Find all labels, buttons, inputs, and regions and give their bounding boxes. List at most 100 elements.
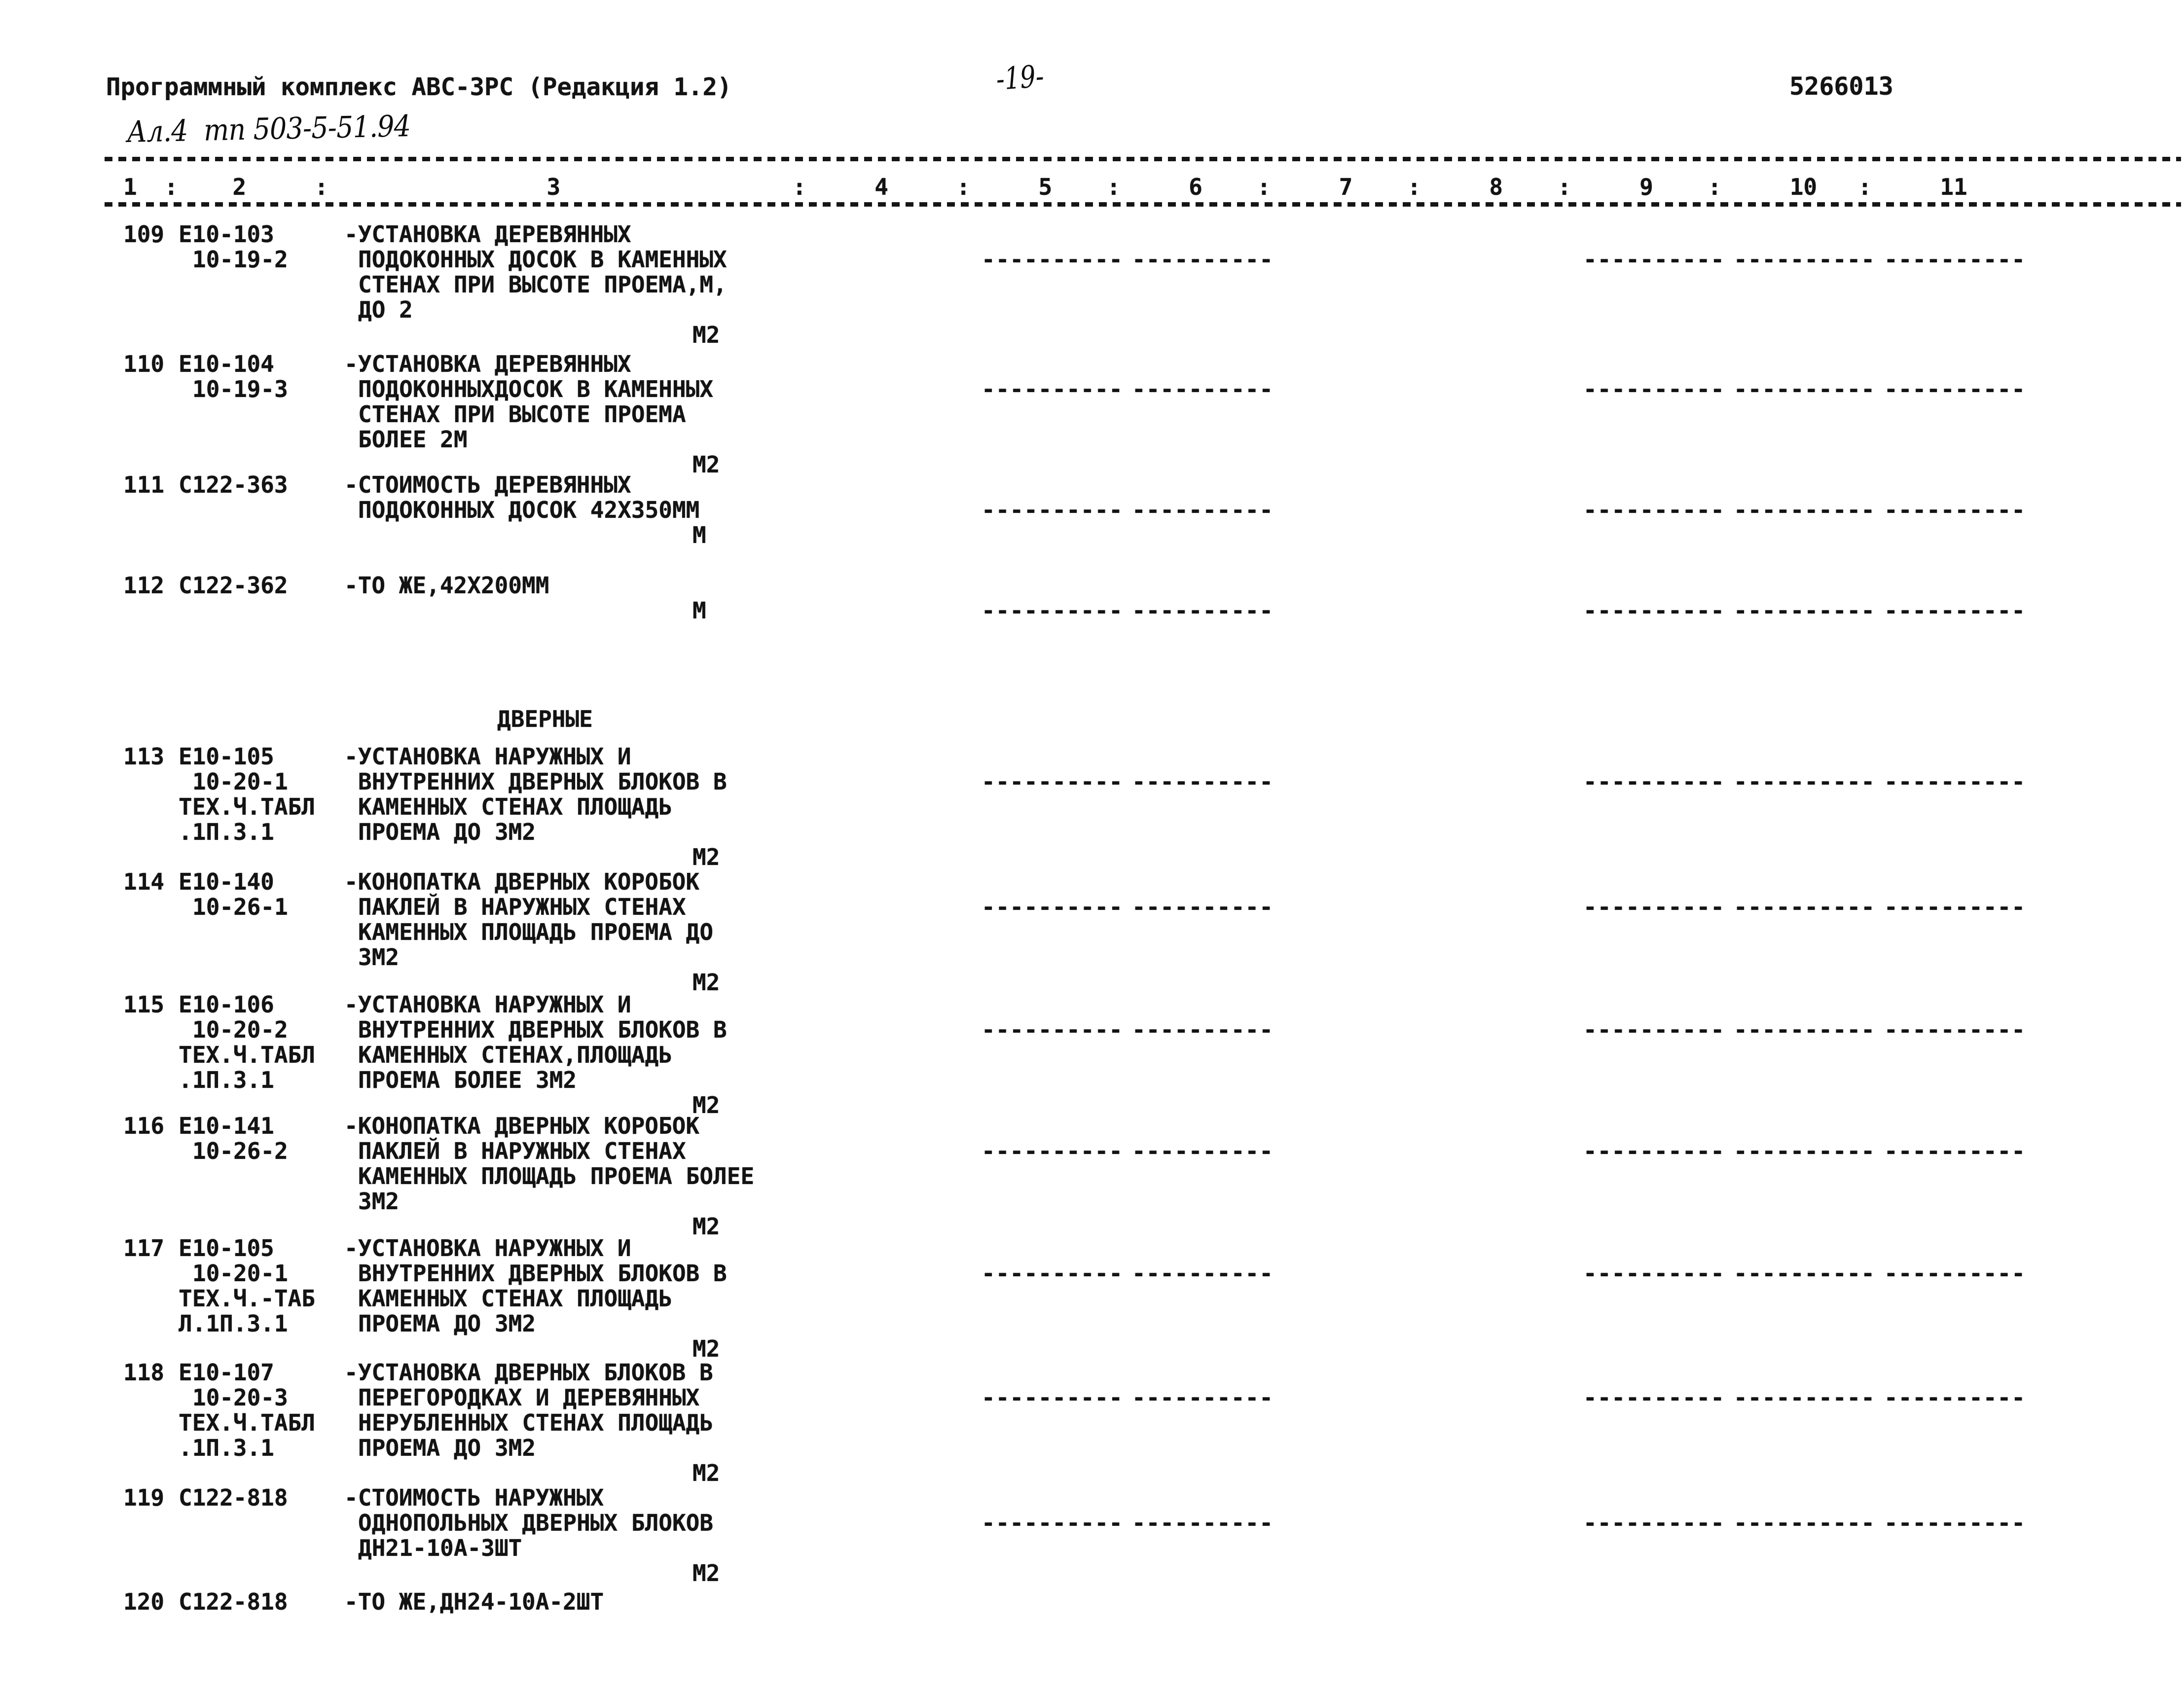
row-code: Е10-103 bbox=[179, 221, 274, 248]
section-heading: ДВЕРНЫЕ bbox=[497, 706, 593, 732]
description-line: ОДНОПОЛЬНЫХ ДВЕРНЫХ БЛОКОВ bbox=[358, 1509, 714, 1536]
description-line: ПАКЛЕЙ В НАРУЖНЫХ СТЕНАХ bbox=[358, 894, 686, 920]
row-number: 111 bbox=[123, 471, 165, 498]
separator-dashes: ---------- bbox=[1734, 1138, 1875, 1164]
row-code: Е10-141 bbox=[179, 1113, 274, 1139]
column-header-ruler: 1 : 2 : 3 : 4 : 5 : 6 : 7 : 8 : 9 : 10 :… bbox=[123, 174, 1967, 200]
separator-dashes: ---------- bbox=[1734, 1509, 1875, 1536]
unit-of-measure: М2 bbox=[692, 844, 720, 870]
separator-dashes: ---------- bbox=[1884, 894, 2026, 920]
row-number: 113 bbox=[123, 743, 165, 770]
row-number: 120 bbox=[123, 1588, 165, 1615]
separator-dashes: ---------- bbox=[982, 376, 1123, 402]
separator-dashes: ---------- bbox=[1583, 497, 1725, 523]
separator-dashes: ---------- bbox=[982, 1138, 1123, 1164]
row-code: 10-26-1 bbox=[192, 894, 288, 920]
description-line: СТЕНАХ ПРИ ВЫСОТЕ ПРОЕМА,М, bbox=[358, 271, 727, 298]
description-line: -ТО ЖЕ,42Х200ММ bbox=[344, 572, 549, 599]
row-number: 114 bbox=[123, 868, 165, 895]
separator-dashes: ---------- bbox=[982, 1260, 1123, 1287]
description-line: КАМЕННЫХ ПЛОЩАДЬ ПРОЕМА ДО bbox=[358, 919, 714, 945]
unit-of-measure: М2 bbox=[692, 451, 720, 478]
row-code: ТЕХ.Ч.ТАБЛ bbox=[179, 793, 315, 820]
handwritten-page-number: -19- bbox=[995, 58, 1045, 97]
separator-dashes: ---------- bbox=[1734, 597, 1875, 624]
description-line: ПРОЕМА ДО 3М2 bbox=[358, 1435, 536, 1461]
separator-dashes: ---------- bbox=[1132, 497, 1274, 523]
separator-dashes: ---------- bbox=[1734, 1260, 1875, 1287]
row-code: 10-26-2 bbox=[192, 1138, 288, 1164]
unit-of-measure: М bbox=[692, 597, 706, 624]
description-line: -УСТАНОВКА НАРУЖНЫХ И bbox=[344, 743, 631, 770]
description-line: КАМЕННЫХ СТЕНАХ ПЛОЩАДЬ bbox=[358, 793, 672, 820]
unit-of-measure: М2 bbox=[692, 969, 720, 996]
separator-dashes: ---------- bbox=[1734, 1016, 1875, 1043]
row-code: 10-20-3 bbox=[192, 1384, 288, 1411]
dashed-divider-under-header bbox=[105, 202, 2181, 207]
description-line: ДН21-10А-3ШТ bbox=[358, 1535, 522, 1561]
row-number: 119 bbox=[123, 1484, 165, 1511]
separator-dashes: ---------- bbox=[982, 768, 1123, 795]
row-code: ТЕХ.Ч.ТАБЛ bbox=[179, 1409, 315, 1436]
handwritten-note: Ал.4 тп 503-5-51.94 bbox=[126, 108, 411, 149]
row-code: С122-362 bbox=[179, 572, 288, 599]
unit-of-measure: М bbox=[692, 522, 706, 548]
dashed-divider-top bbox=[105, 157, 2181, 161]
separator-dashes: ---------- bbox=[1583, 1260, 1725, 1287]
separator-dashes: ---------- bbox=[982, 497, 1123, 523]
row-code: .1П.3.1 bbox=[179, 1067, 274, 1093]
separator-dashes: ---------- bbox=[1734, 1384, 1875, 1411]
description-line: БОЛЕЕ 2М bbox=[358, 426, 468, 453]
description-line: -ТО ЖЕ,ДН24-10А-2ШТ bbox=[344, 1588, 604, 1615]
description-line: ДО 2 bbox=[358, 296, 413, 323]
separator-dashes: ---------- bbox=[982, 894, 1123, 920]
separator-dashes: ---------- bbox=[1884, 246, 2026, 273]
separator-dashes: ---------- bbox=[1734, 497, 1875, 523]
unit-of-measure: М2 bbox=[692, 1560, 720, 1586]
separator-dashes: ---------- bbox=[1132, 376, 1274, 402]
separator-dashes: ---------- bbox=[982, 246, 1123, 273]
row-code: .1П.3.1 bbox=[179, 819, 274, 845]
separator-dashes: ---------- bbox=[982, 1509, 1123, 1536]
unit-of-measure: М2 bbox=[692, 1213, 720, 1240]
description-line: КАМЕННЫХ СТЕНАХ ПЛОЩАДЬ bbox=[358, 1285, 672, 1312]
row-number: 117 bbox=[123, 1235, 165, 1261]
description-line: КАМЕННЫХ ПЛОЩАДЬ ПРОЕМА БОЛЕЕ bbox=[358, 1163, 755, 1189]
separator-dashes: ---------- bbox=[1132, 1384, 1274, 1411]
separator-dashes: ---------- bbox=[1583, 894, 1725, 920]
row-code: 10-20-2 bbox=[192, 1016, 288, 1043]
description-line: -КОНОПАТКА ДВЕРНЫХ КОРОБОК bbox=[344, 868, 700, 895]
document-number: 5266013 bbox=[1789, 72, 1893, 101]
separator-dashes: ---------- bbox=[1583, 1138, 1725, 1164]
separator-dashes: ---------- bbox=[1132, 768, 1274, 795]
description-line: ПАКЛЕЙ В НАРУЖНЫХ СТЕНАХ bbox=[358, 1138, 686, 1164]
separator-dashes: ---------- bbox=[1884, 768, 2026, 795]
row-code: Е10-140 bbox=[179, 868, 274, 895]
separator-dashes: ---------- bbox=[1583, 768, 1725, 795]
row-code: ТЕХ.Ч.ТАБЛ bbox=[179, 1042, 315, 1068]
separator-dashes: ---------- bbox=[1583, 376, 1725, 402]
separator-dashes: ---------- bbox=[1132, 597, 1274, 624]
separator-dashes: ---------- bbox=[1734, 894, 1875, 920]
separator-dashes: ---------- bbox=[1734, 768, 1875, 795]
row-code: Е10-104 bbox=[179, 351, 274, 377]
description-line: -УСТАНОВКА ДЕРЕВЯННЫХ bbox=[344, 221, 631, 248]
row-code: Е10-105 bbox=[179, 1235, 274, 1261]
unit-of-measure: М2 bbox=[692, 322, 720, 348]
separator-dashes: ---------- bbox=[1132, 1016, 1274, 1043]
unit-of-measure: М2 bbox=[692, 1460, 720, 1486]
description-line: -УСТАНОВКА ДЕРЕВЯННЫХ bbox=[344, 351, 631, 377]
row-number: 110 bbox=[123, 351, 165, 377]
description-line: 3М2 bbox=[358, 944, 400, 970]
row-number: 115 bbox=[123, 991, 165, 1018]
row-code: Е10-105 bbox=[179, 743, 274, 770]
unit-of-measure: М2 bbox=[692, 1092, 720, 1118]
separator-dashes: ---------- bbox=[1583, 1509, 1725, 1536]
separator-dashes: ---------- bbox=[1884, 1260, 2026, 1287]
separator-dashes: ---------- bbox=[982, 597, 1123, 624]
description-line: -УСТАНОВКА НАРУЖНЫХ И bbox=[344, 1235, 631, 1261]
description-line: 3М2 bbox=[358, 1188, 400, 1215]
description-line: СТЕНАХ ПРИ ВЫСОТЕ ПРОЕМА bbox=[358, 401, 686, 428]
description-line: ПЕРЕГОРОДКАХ И ДЕРЕВЯННЫХ bbox=[358, 1384, 700, 1411]
